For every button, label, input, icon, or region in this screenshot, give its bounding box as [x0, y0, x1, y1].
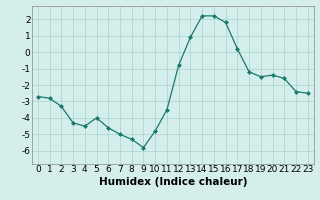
X-axis label: Humidex (Indice chaleur): Humidex (Indice chaleur)	[99, 177, 247, 187]
